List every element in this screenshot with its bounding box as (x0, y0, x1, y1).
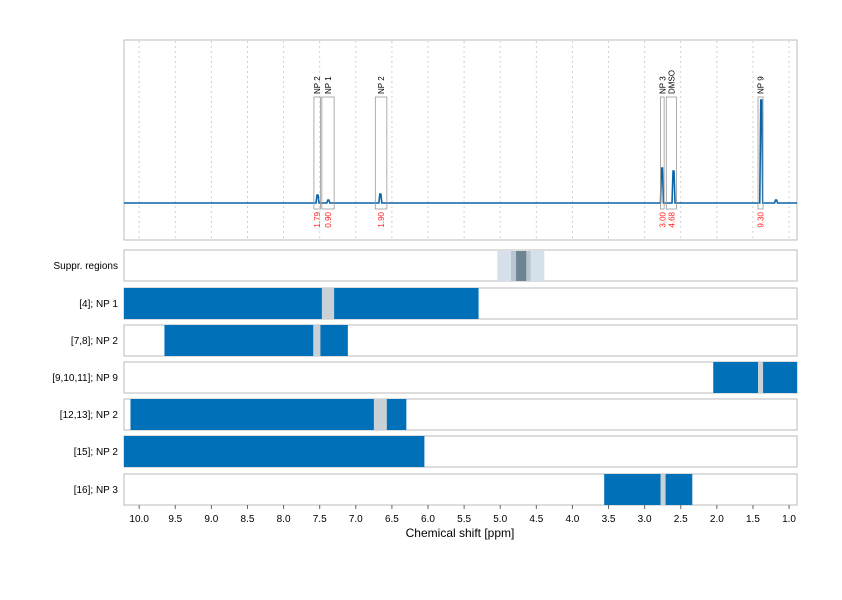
x-tick-label: 2.5 (674, 514, 688, 525)
x-tick-label: 5.5 (457, 514, 471, 525)
annotation-label: NP 9 (757, 76, 766, 94)
x-tick-label: 3.0 (638, 514, 652, 525)
assignment-bar (124, 288, 479, 319)
x-tick-label: 6.0 (421, 514, 435, 525)
annotation-label: DMSO (667, 70, 676, 94)
x-tick-label: 3.5 (602, 514, 616, 525)
assignment-bar (130, 399, 407, 430)
assignment-gap (321, 288, 335, 319)
assignment-gap (660, 474, 666, 505)
assignment-bar (713, 362, 797, 393)
x-tick-label: 6.5 (385, 514, 399, 525)
row-label: [12,13]; NP 2 (60, 410, 119, 421)
annotation-box (313, 96, 321, 210)
x-tick-label: 4.0 (565, 514, 579, 525)
assignment-bar (124, 436, 425, 467)
assignment-bar (604, 474, 693, 505)
grid-lines (138, 41, 790, 239)
annotation-box (321, 96, 335, 210)
annotation-label: NP 3 (658, 76, 667, 94)
assignment-gap (758, 362, 764, 393)
x-axis-label: Chemical shift [ppm] (406, 526, 515, 540)
annotation-box (665, 96, 677, 210)
x-tick-label: 4.5 (529, 514, 543, 525)
spectrum (124, 99, 797, 204)
integral-label: 9.30 (757, 211, 766, 227)
x-tick-label: 7.0 (349, 514, 363, 525)
annotation-label: NP 1 (324, 76, 333, 94)
annotation-label: NP 2 (377, 76, 386, 94)
peak-annotations: NP 2 1.79 NP 1 0.90 NP 2 1.90 NP 3 3.00 DMSO 4.68… (313, 70, 765, 228)
suppression-panel (123, 249, 798, 282)
row-label: Suppr. regions (54, 261, 119, 272)
spectrum-line (124, 99, 797, 204)
suppression-band (516, 251, 527, 281)
annotation-box (374, 96, 388, 210)
integral-label: 3.00 (658, 211, 667, 227)
row-label: [16]; NP 3 (74, 485, 119, 496)
spectrum-panel (123, 39, 798, 241)
row-panel (123, 361, 798, 394)
assignment-rows: Suppr. regions [4]; NP 1 [7,8]; NP 2 [9,10,… (52, 249, 798, 506)
row-label: [7,8]; NP 2 (71, 336, 119, 347)
annotation-box (660, 96, 665, 210)
x-tick-label: 2.0 (710, 514, 724, 525)
assignment-gap (373, 399, 387, 430)
row-label: [15]; NP 2 (74, 447, 119, 458)
x-tick-label: 7.5 (313, 514, 327, 525)
row-label: [4]; NP 1 (79, 299, 118, 310)
x-tick-label: 1.5 (746, 514, 760, 525)
x-tick-label: 8.5 (241, 514, 255, 525)
annotation-box (757, 96, 764, 210)
x-tick-label: 10.0 (129, 514, 149, 525)
x-tick-label: 1.0 (782, 514, 796, 525)
assignment-gap (313, 325, 321, 356)
row-panel (123, 473, 798, 506)
annotation-label: NP 2 (313, 76, 322, 94)
integral-label: 4.68 (667, 211, 676, 227)
integral-label: 1.79 (313, 211, 322, 227)
x-tick-label: 9.5 (168, 514, 182, 525)
integral-label: 1.90 (377, 211, 386, 227)
integral-label: 0.90 (324, 211, 333, 227)
x-tick-label: 8.0 (277, 514, 291, 525)
x-tick-label: 9.0 (204, 514, 218, 525)
x-tick-label: 5.0 (493, 514, 507, 525)
x-axis: 10.0 9.5 9.0 8.5 8.0 7.5 7.0 6.5 6.0 5.5 5.0 4.5 4.0… (129, 505, 796, 525)
row-label: [9,10,11]; NP 9 (52, 373, 118, 384)
